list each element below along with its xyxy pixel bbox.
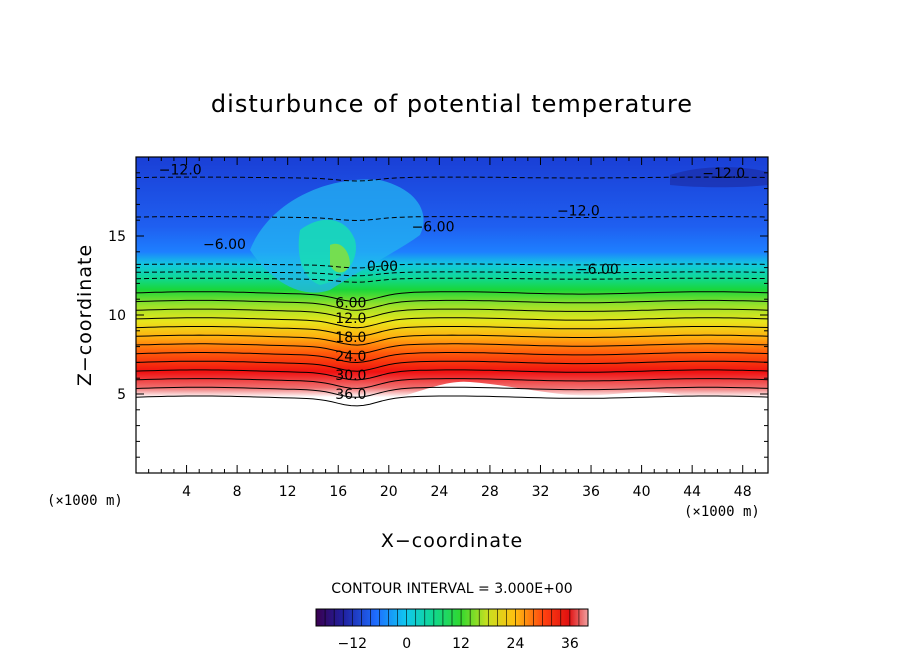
contour-line (136, 271, 768, 277)
contour-line (136, 176, 768, 182)
contour-label: 18.0 (335, 330, 366, 346)
x-tick-label: 36 (582, 484, 600, 500)
colorbar-tick-label: 36 (561, 636, 579, 652)
contour-label: 30.0 (335, 368, 366, 384)
contour-label: −6.00 (412, 220, 455, 236)
x-tick-label: 12 (279, 484, 297, 500)
y-tick-label: 15 (108, 229, 126, 245)
cold-patch (670, 167, 768, 188)
colorbar-tick-label: 0 (402, 636, 411, 652)
x-tick-label: 44 (683, 484, 701, 500)
terrain-mask (136, 381, 768, 473)
x-tick-label: 4 (182, 484, 191, 500)
contour-label: −12.0 (702, 166, 745, 182)
x-unit-left: (×1000 m) (47, 493, 123, 509)
contour-line (136, 216, 768, 222)
x-tick-label: 28 (481, 484, 499, 500)
x-tick-label: 20 (380, 484, 398, 500)
contour-line (136, 317, 768, 329)
contour-line (136, 352, 768, 364)
colorbar-tick-label: −12 (337, 636, 367, 652)
x-tick-label: 16 (329, 484, 347, 500)
contour-line (136, 263, 768, 269)
x-tick-label: 8 (233, 484, 242, 500)
colorbar-tick-label: 24 (507, 636, 525, 652)
y-axis: 5 10 15 (108, 172, 768, 458)
contour-line (136, 386, 768, 398)
y-tick-label: 5 (117, 387, 126, 403)
contour-line (136, 378, 768, 390)
contour-line (136, 369, 768, 381)
contour-labels: −12.0 −12.0 −12.0 −6.00 −6.00 −6.00 0.00 6.0012… (159, 163, 745, 403)
contour-label: 0.00 (367, 259, 398, 275)
contour-label: −12.0 (159, 163, 202, 179)
contour-label: −6.00 (576, 262, 619, 278)
y-tick-label: 10 (108, 308, 126, 324)
contour-line (136, 299, 768, 311)
warm-center (330, 243, 350, 273)
contour-label: 6.00 (335, 295, 366, 311)
contour-label: 24.0 (335, 349, 366, 365)
contour-label: −6.00 (203, 237, 246, 253)
colorbar: −12 0 12 24 36 (315, 608, 589, 652)
contour-line (136, 291, 768, 303)
contour-line (136, 395, 768, 407)
x-tick-label: 40 (633, 484, 651, 500)
x-tick-label: 32 (532, 484, 550, 500)
contour-interval-text: CONTOUR INTERVAL = 3.000E+00 (331, 581, 572, 597)
contour-field (136, 157, 768, 473)
x-unit-right: (×1000 m) (684, 504, 760, 520)
contour-lines (136, 176, 768, 407)
contour-line (136, 334, 768, 346)
contour-label: 36.0 (335, 387, 366, 403)
contour-label: 12.0 (335, 311, 366, 327)
contour-line (136, 277, 768, 283)
x-axis: 4 8 12 16 20 24 28 32 36 40 44 48 (148, 157, 756, 500)
x-tick-label: 48 (734, 484, 752, 500)
contour-line (136, 343, 768, 355)
chart-title: disturbunce of potential temperature (211, 90, 693, 118)
contour-line (136, 308, 768, 320)
colorbar-tick-label: 12 (452, 636, 470, 652)
contour-label: −12.0 (557, 204, 600, 220)
x-axis-label: X−coordinate (381, 530, 523, 552)
contour-line (136, 360, 768, 372)
contour-line (136, 326, 768, 337)
x-tick-label: 24 (430, 484, 448, 500)
y-axis-label: Z−coordinate (74, 244, 96, 386)
